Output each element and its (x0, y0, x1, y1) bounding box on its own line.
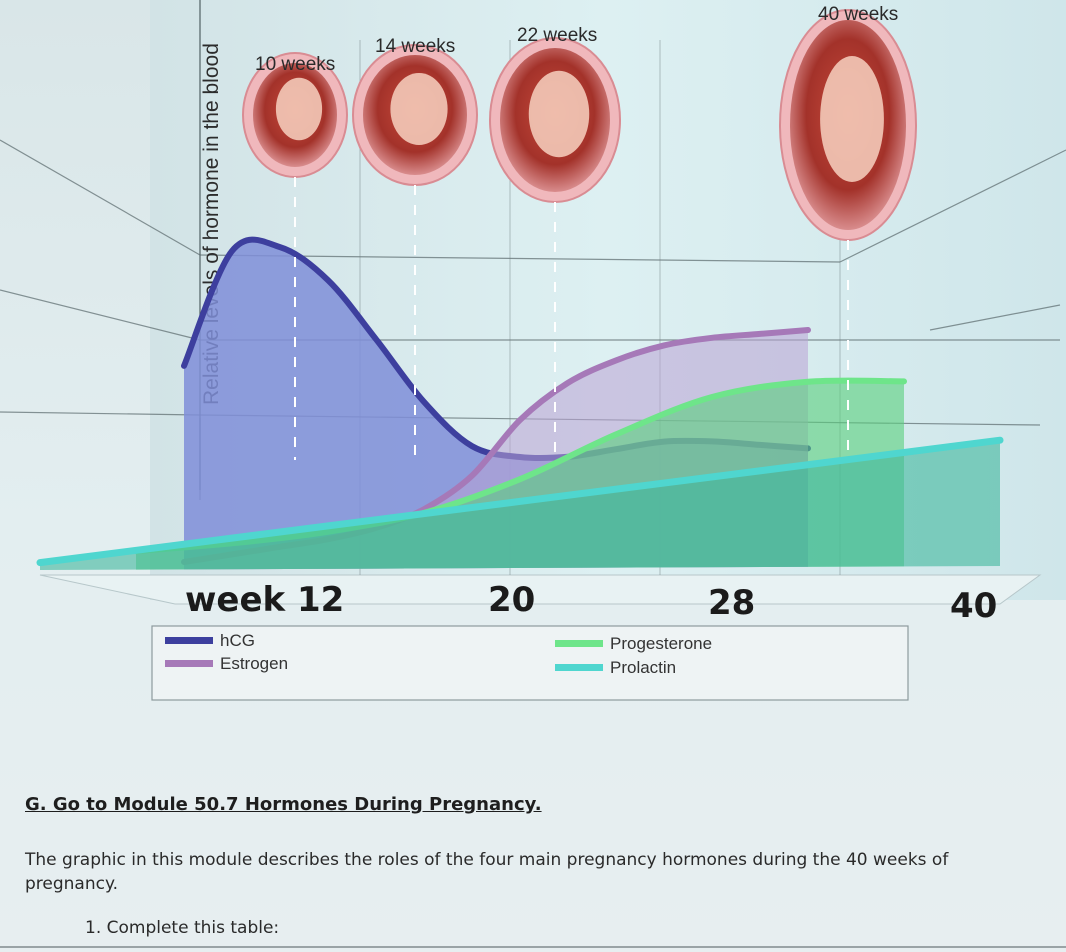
legend-swatch-hcg (165, 637, 213, 644)
stage-label-40: 40 weeks (818, 4, 898, 25)
x-axis-ticks: week 12 20 28 40 (185, 580, 997, 626)
stage-label-10: 10 weeks (255, 54, 335, 75)
fetus-40 (820, 56, 884, 182)
series-group (36, 236, 1004, 570)
axis-floor (39, 574, 1042, 605)
x-tick-label-40: 40 (950, 586, 997, 626)
fetus-14 (390, 73, 448, 145)
x-tick-label-12: week 12 (185, 580, 344, 620)
legend-label-hcg: hCG (220, 631, 255, 650)
table-top-border (0, 946, 1066, 948)
grid-line (0, 411, 201, 416)
grid-line (839, 149, 1066, 263)
legend: hCG Estrogen Progesterone Prolactin (151, 625, 909, 701)
legend-swatch-prolactin (555, 664, 603, 671)
hormone-chart: Relative levels of hormone in the blood … (0, 0, 1066, 701)
instruction-paragraph: The graphic in this module describes the… (25, 850, 949, 894)
grid-line (929, 304, 1061, 331)
x-tick-label-28: 28 (708, 583, 755, 623)
grid-line (199, 254, 841, 263)
legend-swatch-estrogen (165, 660, 213, 667)
stage-illustrations: 10 weeks 14 weeks 22 weeks 40 weeks (242, 4, 917, 460)
section-heading: G. Go to Module 50.7 Hormones During Pre… (25, 794, 542, 815)
series-line-prolactin (36, 436, 1004, 567)
list-item-table-prompt: 1. Complete this table: (85, 918, 280, 938)
stage-label-22: 22 weeks (517, 25, 597, 46)
legend-label-progesterone: Progesterone (610, 634, 712, 653)
x-tick-label-20: 20 (488, 580, 535, 620)
legend-label-estrogen: Estrogen (220, 654, 288, 673)
legend-box (151, 625, 909, 701)
fetus-10 (275, 77, 323, 141)
fetus-22 (528, 70, 590, 158)
grid-line (0, 289, 201, 341)
stage-label-14: 14 weeks (375, 36, 455, 57)
grid-line (0, 139, 201, 256)
legend-label-prolactin: Prolactin (610, 658, 676, 677)
legend-swatch-progesterone (555, 640, 603, 647)
